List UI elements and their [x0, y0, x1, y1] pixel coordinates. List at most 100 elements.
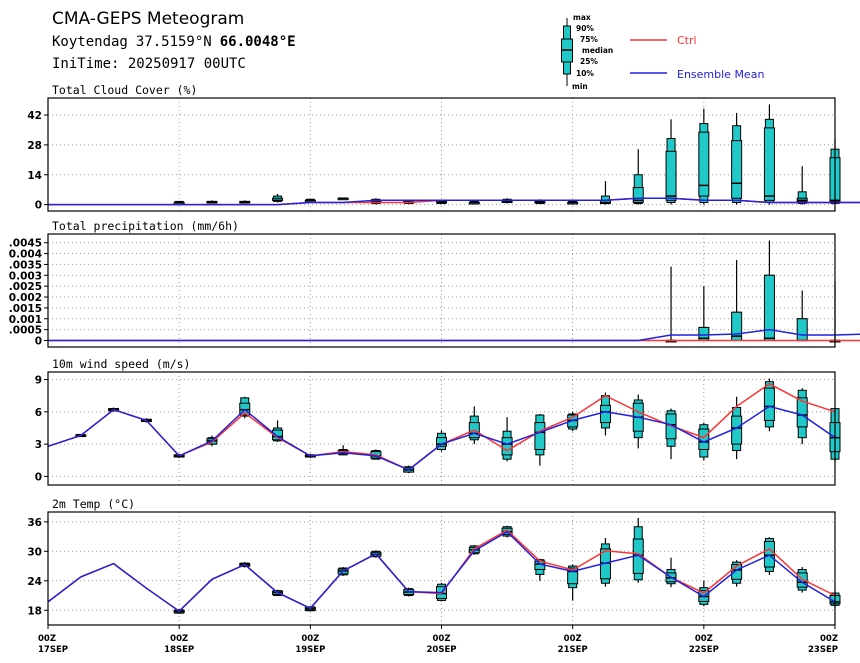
panel-3: 10m wind speed (m/s) 0 3 6 9	[35, 357, 841, 486]
box-inner	[796, 397, 808, 428]
ensemble-mean-line	[48, 328, 860, 342]
y-tick-label: 3	[35, 439, 42, 451]
panels: Total Cloud Cover (%) 0 14 28 42 Total precip…	[9, 83, 860, 626]
y-tick-label: 0.001	[9, 314, 42, 326]
box-outer	[797, 191, 807, 205]
y-tick-label: 42	[27, 110, 42, 122]
legend-max: max	[573, 13, 591, 22]
box-plot	[173, 200, 185, 205]
y-tick-label: .0045	[9, 238, 42, 250]
y-tick-label: 6	[35, 407, 42, 419]
box-plot	[796, 166, 808, 205]
ensemble-mean-line	[47, 530, 836, 613]
box-inner	[567, 567, 579, 585]
x-tick-date: 22SEP	[689, 645, 719, 655]
y-tick-label: 18	[27, 605, 42, 617]
box-inner	[698, 428, 710, 450]
panel-2: Total precipitation (mm/6h)0.00050.001.0…	[9, 219, 860, 348]
y-tick-label: 0.002	[9, 292, 42, 304]
legend-p25: 25%	[580, 57, 598, 66]
box-plot	[501, 417, 513, 462]
box-inner	[501, 437, 513, 456]
box-inner	[599, 404, 611, 424]
x-tick-date: 20SEP	[427, 645, 457, 655]
box-plot	[337, 197, 349, 201]
y-tick-label: 0.003	[9, 270, 42, 282]
box-inner	[632, 187, 644, 203]
box-plot	[567, 564, 579, 601]
chart-title: CMA-GEPS Meteogram	[52, 9, 244, 29]
box-plot	[796, 388, 808, 445]
box-plot	[272, 193, 284, 203]
y-tick-label: .0005	[9, 325, 42, 337]
x-tick-date: 19SEP	[295, 645, 325, 655]
box-plot	[665, 266, 677, 343]
box-plot	[370, 198, 382, 205]
x-tick-hour: 00Z	[38, 634, 56, 644]
box-inner	[731, 564, 743, 580]
panel-frame	[47, 97, 836, 212]
y-tick-label: .0015	[9, 303, 42, 315]
box-inner	[763, 540, 775, 568]
x-tick-hour: 00Z	[433, 634, 451, 644]
panel-title: Total Cloud Cover (%)	[52, 83, 197, 97]
box-inner	[665, 150, 677, 201]
box-plot	[436, 200, 447, 205]
location-name: Koytendag	[52, 34, 128, 50]
legend-p10: 10%	[576, 69, 594, 78]
box-plot	[731, 560, 743, 587]
legend: max 90% 75% median 25% 10% min Ctrl Ense…	[561, 13, 764, 91]
y-tick-label: 0	[35, 471, 42, 483]
y-tick-label: .0035	[9, 259, 42, 271]
box-plot	[632, 517, 644, 583]
y-tick-label: 9	[35, 375, 42, 387]
panel-title: Total precipitation (mm/6h)	[52, 219, 239, 233]
legend-p90: 90%	[576, 24, 594, 33]
longitude: 66.0048°E	[220, 34, 296, 50]
y-tick-label: 24	[27, 576, 42, 588]
panel-4: 2m Temp (°C) 18 24 30 36	[27, 497, 841, 626]
box-plot	[632, 149, 644, 205]
x-tick-date: 18SEP	[164, 645, 194, 655]
legend-min: min	[572, 82, 588, 91]
box-inner	[698, 131, 710, 197]
y-tick-label: 0.004	[9, 249, 42, 261]
legend-median-label: median	[582, 46, 613, 55]
box-plot	[665, 408, 677, 460]
panel-title: 10m wind speed (m/s)	[52, 357, 190, 371]
box-inner	[763, 127, 775, 201]
box-plot	[567, 200, 579, 205]
y-tick-label: 28	[27, 140, 42, 152]
box-plot	[698, 108, 710, 205]
box-plot	[206, 200, 218, 204]
box-inner	[534, 422, 546, 450]
y-tick-label: 14	[27, 170, 42, 182]
box-plot	[599, 181, 611, 205]
x-tick-hour: 00Z	[170, 634, 188, 644]
latitude: 37.5159°N	[136, 34, 212, 50]
box-plot	[796, 290, 808, 342]
box-plot	[239, 200, 251, 204]
box-inner	[731, 140, 743, 199]
box-plot	[731, 112, 743, 205]
box-plot	[763, 104, 775, 205]
panel-title: 2m Temp (°C)	[52, 497, 135, 511]
y-tick-label: 0	[35, 335, 42, 347]
x-tick-hour: 00Z	[564, 634, 582, 644]
y-tick-label: 36	[27, 517, 42, 529]
ensemble-mean-line	[48, 197, 860, 206]
x-tick-date: 17SEP	[38, 645, 68, 655]
box-plot	[534, 413, 546, 466]
box-inner	[796, 318, 808, 341]
box-plot	[665, 557, 677, 588]
x-tick-date: 23SEP	[808, 645, 838, 655]
y-tick-label: 0	[35, 200, 42, 212]
x-axis: 00Z17SEP00Z18SEP00Z19SEP00Z20SEP00Z21SEP…	[38, 625, 838, 655]
legend-lower-box	[563, 61, 571, 75]
y-tick-label: 30	[27, 546, 42, 558]
panel-frame	[47, 233, 836, 348]
box-plot	[665, 119, 677, 205]
box-plot	[698, 286, 710, 341]
box-plot	[763, 378, 775, 432]
